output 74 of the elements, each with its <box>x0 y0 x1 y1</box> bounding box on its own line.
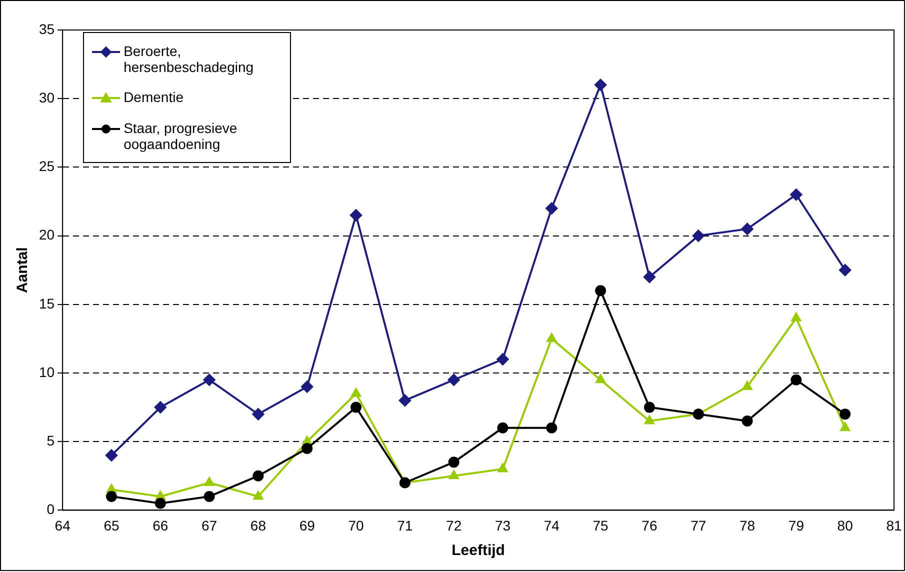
y-tick-label: 20 <box>38 226 55 243</box>
point <box>204 477 214 486</box>
point <box>496 353 509 366</box>
point <box>252 470 264 482</box>
x-tick-label: 76 <box>642 517 658 534</box>
x-tick-label: 69 <box>299 517 316 534</box>
y-tick-label: 35 <box>38 20 55 37</box>
point <box>497 422 508 434</box>
point <box>791 312 802 322</box>
x-tick-label: 68 <box>250 517 266 534</box>
x-tick-label: 75 <box>592 517 609 534</box>
point <box>154 498 166 509</box>
x-tick-label: 77 <box>690 517 706 534</box>
y-tick-label: 15 <box>38 295 55 312</box>
point <box>840 422 850 432</box>
point <box>350 402 362 413</box>
x-tick-label: 81 <box>886 517 902 534</box>
point <box>203 374 216 386</box>
point <box>302 442 313 454</box>
x-tick-label: 65 <box>104 517 120 534</box>
point <box>643 270 656 283</box>
point <box>546 202 558 214</box>
x-tick-label: 74 <box>544 517 560 534</box>
point <box>154 401 166 414</box>
point <box>840 408 851 420</box>
point <box>839 264 852 276</box>
y-tick-label: 0 <box>46 501 55 518</box>
x-tick-label: 73 <box>494 517 511 534</box>
y-tick-label: 25 <box>38 158 55 174</box>
x-tick-label: 78 <box>739 517 756 534</box>
y-tick-label: 30 <box>38 89 55 106</box>
x-tick-label: 67 <box>202 517 218 534</box>
y-tick-label: 5 <box>46 432 55 448</box>
legend-label: Dementie <box>124 89 184 105</box>
x-tick-label: 71 <box>397 517 413 534</box>
point <box>595 285 606 296</box>
point <box>105 449 118 462</box>
y-axis-title: Aantal <box>14 247 32 294</box>
point <box>448 456 460 468</box>
x-tick-label: 70 <box>348 517 364 534</box>
y-tick-label: 10 <box>38 364 55 380</box>
point <box>692 230 704 242</box>
point <box>741 222 754 235</box>
point <box>546 422 558 434</box>
x-tick-label: 64 <box>54 517 71 534</box>
x-tick-label: 79 <box>788 517 804 534</box>
point <box>399 477 410 488</box>
legend-label: Staar, progresieve oogaandoening <box>124 120 238 152</box>
point <box>644 402 655 413</box>
point <box>448 374 460 386</box>
point <box>350 209 362 222</box>
point <box>351 388 361 397</box>
point <box>252 408 264 420</box>
point <box>301 380 314 393</box>
x-axis-title: Leeftijd <box>452 542 505 560</box>
point <box>253 490 264 500</box>
point <box>498 464 508 472</box>
point <box>742 416 753 427</box>
point <box>742 381 752 390</box>
point <box>644 416 654 424</box>
point <box>204 490 215 502</box>
point <box>106 490 117 502</box>
x-tick-label: 80 <box>837 517 854 534</box>
point <box>594 78 607 91</box>
point <box>596 374 606 384</box>
point <box>546 333 557 342</box>
point <box>692 408 704 420</box>
point <box>398 394 411 406</box>
x-tick-label: 72 <box>446 517 462 534</box>
legend-label: Beroerte, hersenbeschadeging <box>124 43 255 75</box>
point <box>790 374 802 386</box>
point <box>448 470 459 480</box>
x-tick-label: 66 <box>152 517 168 534</box>
point <box>790 188 802 201</box>
